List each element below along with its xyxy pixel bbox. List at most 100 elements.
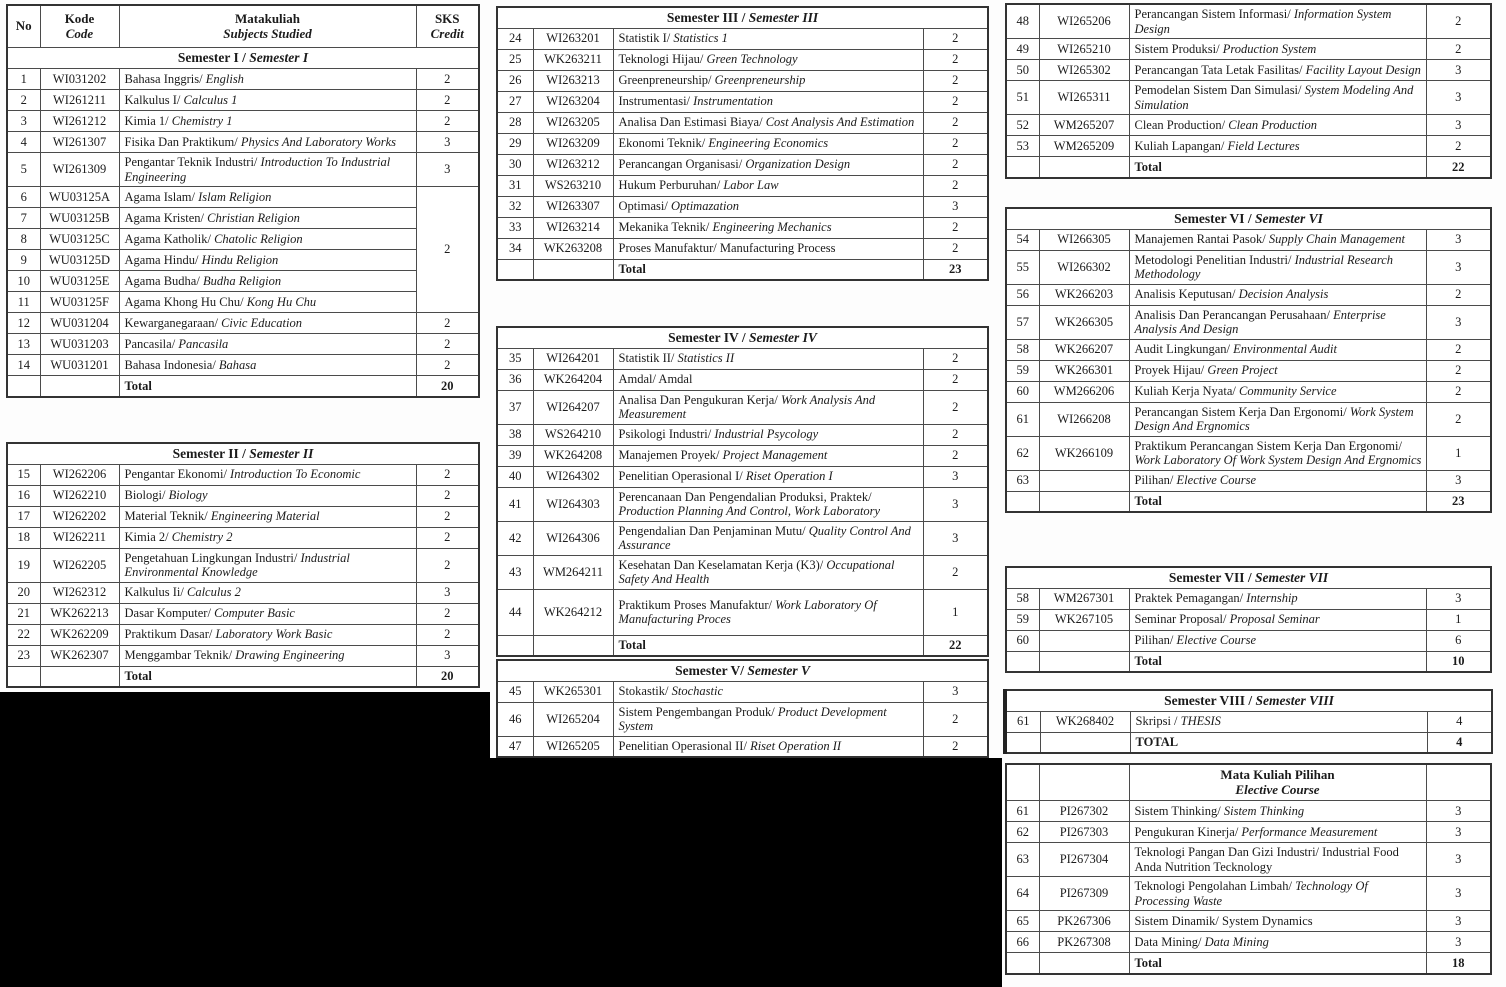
course-code: WI266305 bbox=[1057, 232, 1111, 247]
course-code-cell: WU031201 bbox=[39, 354, 120, 376]
course-no: 20 bbox=[17, 585, 31, 600]
course-subject-cell: Menggambar Teknik/ Drawing Engineering bbox=[118, 644, 417, 667]
course-subject-en: Engineering Economics bbox=[708, 136, 829, 151]
course-row: 63 Pilihan/ Elective Course 3 bbox=[1005, 469, 1492, 492]
total-label: Total bbox=[124, 669, 152, 683]
course-code-cell: WK264208 bbox=[532, 444, 614, 467]
course-sks-cell: 3 bbox=[1425, 931, 1492, 953]
course-sks-cell: 2 bbox=[1425, 338, 1492, 361]
course-code-cell: WI263204 bbox=[532, 90, 614, 113]
course-no: 18 bbox=[17, 530, 31, 545]
course-no-cell: 59 bbox=[1005, 608, 1040, 631]
header-code: Kode Code bbox=[39, 4, 120, 48]
course-sks-cell: 3 bbox=[1425, 800, 1492, 822]
course-subject-id: Pancasila/ bbox=[124, 336, 179, 351]
course-subject-id: Agama Kristen/ bbox=[124, 210, 208, 225]
total-empty-no-cell bbox=[496, 258, 534, 281]
course-subject-id: Pengetahuan Lingkungan Industri/ bbox=[124, 550, 301, 565]
course-subject-en: Physics And Laboratory Works bbox=[240, 134, 397, 149]
semester-band-label-en: Semester III bbox=[748, 9, 819, 25]
course-subject-id: Kuliah Lapangan/ bbox=[1134, 138, 1228, 153]
course-sks-cell: 2 bbox=[1425, 135, 1492, 157]
course-sks: 1 bbox=[1455, 612, 1462, 627]
total-empty-no-cell bbox=[6, 665, 41, 688]
course-subject-id: Instrumentasi/ bbox=[618, 94, 694, 109]
course-subject-id: Penelitian Operasional II/ bbox=[618, 739, 751, 753]
course-no: 36 bbox=[509, 372, 522, 387]
course-sks-cell: 2 bbox=[415, 463, 480, 486]
course-code-cell: WK263211 bbox=[532, 48, 614, 71]
course-no-cell: 60 bbox=[1005, 629, 1040, 652]
course-sks: 3 bbox=[952, 469, 959, 484]
course-sks: 2 bbox=[444, 530, 451, 545]
course-subject-id: Skripsi / bbox=[1135, 714, 1181, 729]
course-code-cell: WI265204 bbox=[532, 701, 614, 737]
course-sks: 3 bbox=[1455, 473, 1462, 488]
course-subject-en: Performance Measurement bbox=[1241, 824, 1378, 839]
semester-band: Semester IV / Semester IV bbox=[496, 326, 989, 349]
course-subject-cell: Metodologi Penelitian Industri/ Industri… bbox=[1128, 249, 1427, 285]
course-subject-cell: Sistem Pengembangan Produk/ Product Deve… bbox=[612, 701, 924, 737]
course-sks: 2 bbox=[444, 627, 451, 642]
course-sks: 2 bbox=[1455, 411, 1462, 426]
course-subject-en: Industrial Research Methodology bbox=[1134, 252, 1394, 282]
course-subject-cell: Analisa Dan Pengukuran Kerja/ Work Analy… bbox=[612, 389, 924, 425]
course-subject-cell: Agama Islam/ Islam Religion bbox=[118, 186, 417, 208]
course-sks: 2 bbox=[444, 357, 451, 372]
course-no-cell: 8 bbox=[6, 228, 41, 250]
course-subject-id: Pilihan/ bbox=[1134, 633, 1177, 648]
semester-band-label-en: Semester I bbox=[249, 49, 309, 65]
course-no-cell: 39 bbox=[496, 444, 534, 467]
course-sks: 3 bbox=[952, 199, 959, 214]
course-subject-id: Kimia 2/ bbox=[124, 530, 172, 545]
course-sks-cell: 3 bbox=[1425, 80, 1492, 115]
course-subject-cell: Analisis Dan Perancangan Perusahaan/ Ent… bbox=[1128, 304, 1427, 340]
course-code: WI265204 bbox=[546, 711, 600, 726]
course-row: 32 WI263307 Optimasi/ Optimazation 3 bbox=[496, 195, 989, 218]
course-sks: 2 bbox=[952, 115, 959, 130]
course-no-cell: 5 bbox=[6, 152, 41, 187]
course-row: 10 WU03125E Agama Budha/ Budha Religion bbox=[6, 270, 479, 292]
course-code-cell: WU03125F bbox=[39, 291, 120, 313]
right-page-column: 48 WI265206 Perancangan Sistem Informasi/ … bbox=[1002, 0, 1506, 987]
course-code-cell: WK264212 bbox=[532, 588, 614, 636]
course-code: WI263204 bbox=[546, 94, 600, 109]
course-sks: 2 bbox=[952, 427, 959, 442]
course-row: 46 WI265204 Sistem Pengembangan Produk/ Pr… bbox=[496, 701, 989, 737]
course-row: 38 WS264210 Psikologi Industri/ Industrial… bbox=[496, 423, 989, 446]
course-no: 44 bbox=[509, 604, 522, 619]
course-subject-id: Psikologi Industri/ bbox=[618, 427, 715, 442]
course-sks-cell: 2 bbox=[415, 68, 480, 90]
course-sks-cell: 3 bbox=[922, 520, 989, 556]
course-sks-cell: 2 bbox=[415, 354, 480, 376]
total-value: 4 bbox=[1456, 735, 1463, 749]
total-label-cell: Total bbox=[1128, 952, 1427, 974]
course-row: 61 PI267302 Sistem Thinking/ Sistem Thinki… bbox=[1005, 800, 1492, 822]
course-row: 12 WU031204 Kewarganegaraan/ Civic Educati… bbox=[6, 312, 480, 334]
course-code-cell: WI265206 bbox=[1038, 3, 1130, 39]
course-code: WI264303 bbox=[546, 496, 600, 511]
semester-band-label: Semester VI / bbox=[1174, 210, 1255, 226]
semester-band-label-en: Semester VII bbox=[1255, 569, 1329, 585]
course-subject-cell: Perancangan Sistem Informasi/ Informatio… bbox=[1128, 3, 1427, 39]
course-subject-id: Analisis Dan Perancangan Perusahaan/ bbox=[1134, 307, 1334, 322]
course-subject-en: Calculus 2 bbox=[187, 585, 241, 600]
course-sks-cell: 3 bbox=[922, 680, 989, 703]
semester-band-row: Semester VII / Semester VII bbox=[1005, 566, 1492, 589]
course-code-cell: WK262307 bbox=[39, 644, 120, 667]
course-subject-en: Data Mining bbox=[1204, 934, 1269, 949]
course-sks-cell: 2 bbox=[415, 623, 480, 646]
course-no-cell: 65 bbox=[1005, 910, 1040, 932]
course-sks-cell: 2 bbox=[415, 186, 480, 313]
course-row: 39 WK264208 Manajemen Proyek/ Project Mana… bbox=[496, 444, 989, 467]
course-subject-cell: Teknologi Pangan Dan Gizi Industri/ Indu… bbox=[1128, 842, 1427, 877]
course-no-cell: 47 bbox=[496, 735, 534, 758]
course-no-cell: 9 bbox=[6, 249, 41, 271]
semester-5-continued-body: 48 WI265206 Perancangan Sistem Informasi/ … bbox=[1005, 3, 1492, 178]
course-no-cell: 29 bbox=[496, 132, 534, 155]
course-no-cell: 24 bbox=[496, 27, 534, 50]
course-code: WI265210 bbox=[1057, 41, 1111, 56]
course-code: WK266109 bbox=[1054, 445, 1114, 460]
course-code: WU03125A bbox=[48, 189, 111, 204]
course-subject-cell: Kalkulus Ii/ Calculus 2 bbox=[118, 581, 417, 604]
